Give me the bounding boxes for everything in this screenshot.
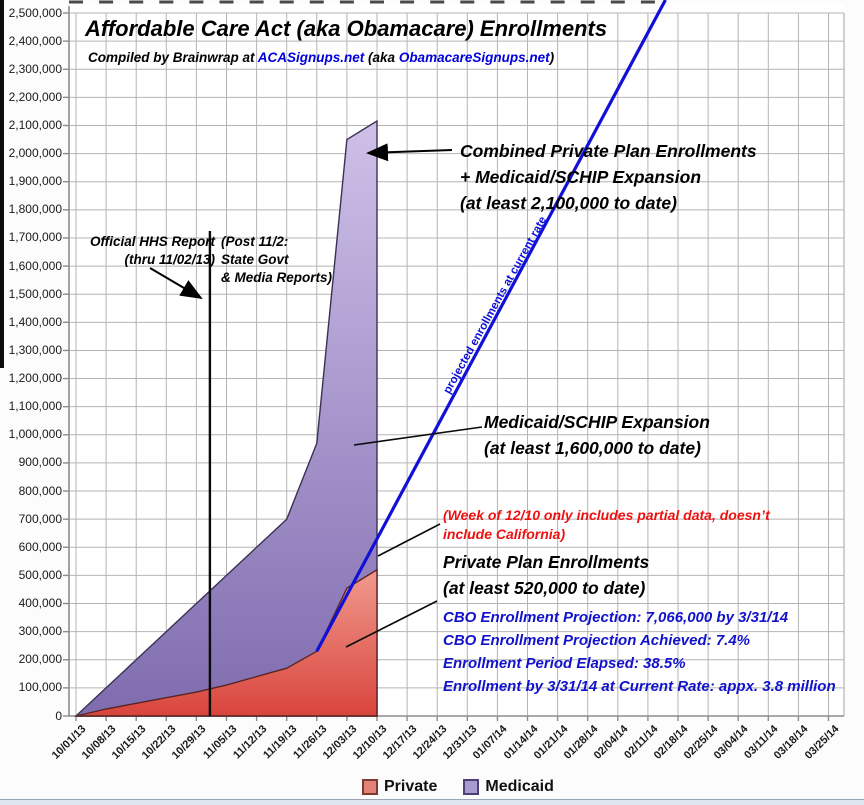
acasignups-link[interactable]: ACASignups.net: [257, 50, 365, 65]
cbo-projection-stats: CBO Enrollment Projection: 7,066,000 by …: [443, 606, 836, 698]
y-axis-tick-label: 900,000: [18, 455, 62, 470]
private-legend-swatch: [362, 779, 378, 795]
y-axis-tick-label: 2,200,000: [8, 89, 62, 104]
chart-legend: Private Medicaid: [362, 778, 554, 796]
medicaid-annotation-pointer: [353, 426, 483, 446]
hhs-annotation-arrow: [149, 267, 203, 300]
private-plan-annotation: Private Plan Enrollments (at least 520,0…: [443, 552, 650, 598]
partial-data-annotation-pointer: [377, 523, 441, 557]
y-axis-tick-label: 1,500,000: [8, 286, 62, 301]
stat-current-rate: Enrollment by 3/31/14 at Current Rate: a…: [443, 678, 836, 695]
y-axis-tick-label: 600,000: [18, 539, 62, 554]
screenshot-left-edge-artifact: [0, 0, 4, 368]
subtitle-close-paren: ): [549, 50, 555, 65]
partial-data-note: (Week of 12/10 only includes partial dat…: [443, 507, 770, 542]
medicaid-legend-label: Medicaid: [485, 778, 554, 795]
y-axis-tick-label: 800,000: [18, 483, 62, 498]
post-112-annotation: (Post 11/2: State Govt & Media Reports): [221, 234, 333, 285]
medicaid-expansion-annotation: Medicaid/SCHIP Expansion (at least 1,600…: [484, 412, 710, 458]
private-annotation-pointer: [345, 600, 438, 648]
obamacaresignups-link[interactable]: ObamacareSignups.net: [398, 50, 550, 65]
y-axis-tick-label: 100,000: [18, 680, 62, 695]
legend-item-medicaid: Medicaid: [463, 778, 554, 796]
y-axis-tick-label: 1,800,000: [8, 202, 62, 217]
hhs-report-annotation: Official HHS Report (thru 11/02/13): [89, 234, 215, 267]
y-axis-tick-label: 2,500,000: [8, 5, 62, 20]
chart-title: Affordable Care Act (aka Obamacare) Enro…: [85, 16, 608, 41]
chart-subtitle: Compiled by Brainwrap at ACASignups.net …: [88, 50, 554, 65]
y-axis-tick-label: 2,000,000: [8, 146, 62, 161]
combined-annotation-arrow: [366, 143, 453, 162]
subtitle-aka-text: (aka: [364, 50, 399, 65]
subtitle-text: Compiled by Brainwrap at: [88, 50, 258, 65]
y-axis-tick-label: 1,300,000: [8, 342, 62, 357]
y-axis-tick-label: 400,000: [18, 596, 62, 611]
combined-enrollments-annotation: Combined Private Plan Enrollments + Medi…: [460, 141, 757, 213]
stat-cbo-projection: CBO Enrollment Projection: 7,066,000 by …: [443, 609, 789, 626]
screenshot-bottom-edge-artifact: [0, 799, 864, 805]
medicaid-legend-swatch: [463, 779, 480, 795]
y-axis-tick-label: 200,000: [18, 652, 62, 667]
y-axis-tick-label: 300,000: [18, 624, 62, 639]
y-axis-tick-label: 700,000: [18, 511, 62, 526]
y-axis-tick-label: 1,400,000: [8, 314, 62, 329]
y-axis-tick-label: 2,100,000: [8, 117, 62, 132]
y-axis-tick-label: 1,100,000: [8, 399, 62, 414]
y-axis-tick-label: 1,600,000: [8, 258, 62, 273]
grid-lines: [63, 0, 845, 721]
y-axis-tick-label: 0: [55, 708, 62, 723]
y-axis-tick-label: 1,900,000: [8, 174, 62, 189]
y-axis-tick-label: 1,000,000: [8, 427, 62, 442]
stat-period-elapsed: Enrollment Period Elapsed: 38.5%: [443, 655, 686, 672]
stacked-areas: [74, 0, 667, 717]
stat-cbo-achieved: CBO Enrollment Projection Achieved: 7.4%: [443, 632, 751, 649]
y-axis-tick-label: 500,000: [18, 567, 62, 582]
private-legend-label: Private: [384, 778, 438, 795]
y-axis-tick-label: 2,400,000: [8, 33, 62, 48]
y-axis-tick-label: 2,300,000: [8, 61, 62, 76]
y-axis-tick-label: 1,700,000: [8, 230, 62, 245]
y-axis-tick-label: 1,200,000: [8, 371, 62, 386]
annotation-pointer-lines: [149, 143, 483, 648]
legend-item-private: Private: [362, 778, 437, 796]
